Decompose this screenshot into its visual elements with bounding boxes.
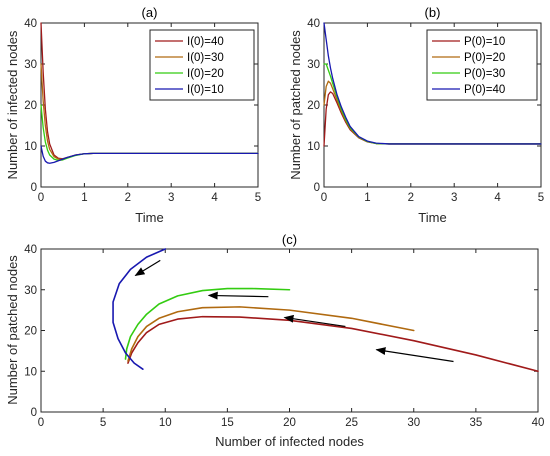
y-tick-label: 10 [24,366,37,378]
x-axis-label-a: Time [135,210,163,225]
y-tick-label: 20 [24,326,37,338]
x-tick-label: 5 [255,192,261,204]
x-tick-label: 0 [38,417,44,429]
direction-arrow [134,259,161,277]
x-tick-label: 1 [81,192,87,204]
legend-label: I(0)=30 [187,52,224,64]
y-axis-label-b: Number of patched nodes [288,30,303,180]
chart-title-a: (a) [142,5,158,20]
series-line-3 [124,287,291,360]
axis-ticks-a: 0 1 2 3 4 5 0 10 20 30 40 [24,18,261,204]
chart-title-b: (b) [425,5,441,20]
legend-label: I(0)=20 [187,68,224,80]
series-line-1 [127,315,539,373]
series-group-b [323,22,542,147]
y-tick-label: 30 [24,59,37,71]
series-group-c [112,248,539,373]
direction-arrow [375,347,454,363]
y-tick-label: 0 [314,182,320,194]
y-axis-label-a: Number of infected nodes [5,30,20,179]
y-tick-label: 40 [307,18,320,30]
legend-box [426,29,538,101]
x-tick-label: 3 [451,192,457,204]
legend-label: P(0)=40 [464,84,505,96]
y-tick-label: 30 [24,285,37,297]
legend-a: I(0)=40 I(0)=30 I(0)=20 I(0)=10 [149,29,255,101]
axis-ticks-b: 0 1 2 3 4 5 0 10 20 30 40 [307,18,544,204]
x-tick-label: 0 [321,192,327,204]
x-tick-label: 2 [408,192,414,204]
y-tick-label: 40 [24,244,37,256]
x-tick-label: 5 [100,417,106,429]
legend-label: P(0)=20 [464,52,505,64]
y-tick-label: 20 [307,100,320,112]
x-tick-label: 2 [125,192,131,204]
y-tick-label: 30 [307,59,320,71]
series-line-4 [40,145,259,164]
x-tick-label: 5 [538,192,544,204]
direction-arrow [283,314,346,328]
x-tick-label: 35 [469,417,482,429]
y-tick-label: 10 [307,141,320,153]
x-tick-label: 1 [364,192,370,204]
legend-label: I(0)=40 [187,36,224,48]
x-tick-label: 20 [283,417,296,429]
series-line-4 [112,248,167,371]
x-tick-label: 15 [221,417,234,429]
panel-c: (c) Number of infected nodes Number of p… [5,232,544,449]
y-tick-label: 40 [24,18,37,30]
x-axis-label-c: Number of infected nodes [215,434,364,449]
x-tick-label: 30 [407,417,420,429]
x-tick-label: 0 [38,192,44,204]
y-tick-label: 0 [31,407,37,419]
x-tick-label: 10 [159,417,172,429]
plot-area-c [40,248,539,413]
y-tick-label: 0 [31,182,37,194]
x-tick-label: 4 [494,192,501,204]
legend-b: P(0)=10 P(0)=20 P(0)=30 P(0)=40 [426,29,538,101]
panel-b: (b) Time Number of patched nodes 0 1 2 3 4 50… [288,5,544,225]
series-group-a [40,22,259,164]
axis-ticks-c: 0 5 10 15 20 25 30 35 40 0 10 20 30 40 [24,244,544,429]
x-tick-label: 3 [168,192,174,204]
legend-label: I(0)=10 [187,84,224,96]
legend-label: P(0)=10 [464,36,505,48]
x-tick-label: 40 [532,417,545,429]
y-axis-label-c: Number of patched nodes [5,255,20,405]
direction-arrow [207,291,269,300]
legend-box [149,29,255,101]
series-line-2 [127,306,415,362]
x-tick-label: 4 [211,192,218,204]
arrows-group-c [134,259,454,363]
x-axis-label-b: Time [418,210,446,225]
chart-title-c: (c) [282,232,297,247]
legend-label: P(0)=30 [464,68,505,80]
series-line-4 [323,22,542,145]
panel-a: (a) Time Number of infected nodes 0 1 2 3 4 5… [5,5,261,225]
y-tick-label: 20 [24,100,37,112]
x-tick-label: 25 [345,417,358,429]
y-tick-label: 10 [24,141,37,153]
